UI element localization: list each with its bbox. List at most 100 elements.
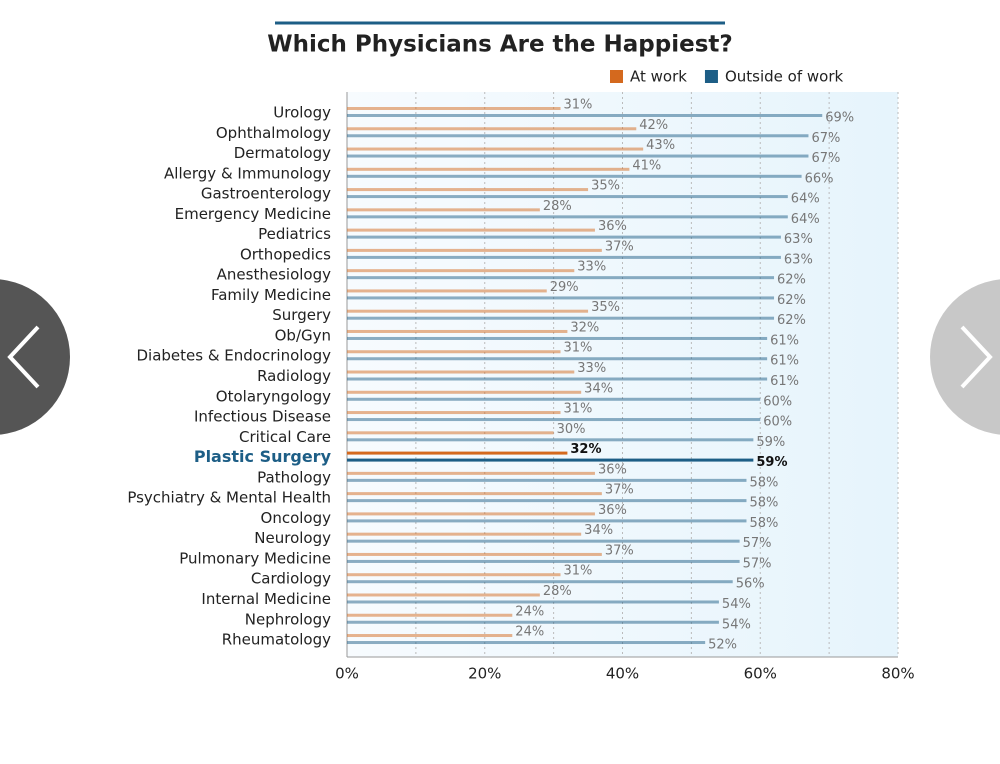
- bar: [347, 336, 768, 340]
- x-tick-label: 40%: [606, 665, 639, 683]
- bar: [347, 397, 761, 401]
- bar: [347, 276, 775, 280]
- bar: [347, 499, 747, 503]
- chart-title: Which Physicians Are the Happiest?: [267, 32, 732, 58]
- y-tick-label: Surgery: [272, 306, 331, 324]
- value-label: 35%: [591, 300, 620, 315]
- y-tick-label: Psychiatry & Mental Health: [127, 489, 331, 507]
- value-label: 67%: [811, 131, 840, 146]
- bar: [347, 228, 595, 232]
- bar: [347, 329, 568, 333]
- value-label: 57%: [743, 556, 772, 571]
- value-label: 34%: [584, 523, 613, 538]
- bar: [347, 195, 788, 199]
- value-label: 58%: [749, 496, 778, 511]
- legend: At work Outside of work: [610, 68, 843, 86]
- value-label: 69%: [825, 111, 854, 126]
- bar: [347, 613, 513, 617]
- value-label: 61%: [770, 333, 799, 348]
- value-label: 59%: [756, 455, 787, 470]
- value-label: 64%: [791, 212, 820, 227]
- bar: [347, 641, 706, 645]
- y-tick-label: Pediatrics: [258, 225, 331, 243]
- bar: [347, 127, 637, 131]
- value-label: 24%: [515, 604, 544, 619]
- bar: [347, 296, 775, 300]
- value-label: 60%: [763, 415, 792, 430]
- bar: [347, 418, 761, 422]
- x-tick-label: 80%: [881, 665, 914, 683]
- value-label: 24%: [515, 625, 544, 640]
- y-tick-label: Radiology: [257, 367, 331, 385]
- bar: [347, 289, 547, 293]
- value-label: 33%: [577, 260, 606, 275]
- value-label: 52%: [708, 638, 737, 653]
- prev-button[interactable]: [0, 279, 70, 435]
- value-label: 62%: [777, 313, 806, 328]
- value-label: 61%: [770, 374, 799, 389]
- value-label: 59%: [756, 435, 785, 450]
- bar: [347, 235, 781, 239]
- value-label: 58%: [749, 475, 778, 490]
- bar: [347, 492, 602, 496]
- legend-swatch: [610, 70, 623, 83]
- bar: [347, 255, 781, 259]
- value-label: 64%: [791, 192, 820, 207]
- legend-label: Outside of work: [725, 68, 844, 86]
- value-label: 31%: [564, 341, 593, 356]
- value-label: 61%: [770, 354, 799, 369]
- bar: [347, 147, 644, 151]
- bar: [347, 309, 589, 313]
- y-tick-label: Family Medicine: [211, 286, 331, 304]
- y-tick-label: Anesthesiology: [217, 266, 331, 284]
- bar: [347, 114, 823, 117]
- bar: [347, 154, 809, 158]
- y-tick-label: Oncology: [261, 509, 332, 527]
- bar: [347, 248, 602, 252]
- legend-swatch: [704, 70, 718, 83]
- bar: [347, 600, 719, 604]
- bar: [347, 620, 719, 624]
- y-tick-label: Internal Medicine: [201, 590, 331, 608]
- bar: [347, 215, 788, 219]
- value-label: 32%: [570, 320, 599, 335]
- next-circle[interactable]: [930, 279, 1000, 435]
- value-label: 67%: [811, 151, 840, 166]
- bar: [347, 357, 768, 361]
- y-tick-label: Pulmonary Medicine: [179, 549, 331, 567]
- y-tick-label: Cardiology: [251, 570, 331, 588]
- bar: [347, 350, 561, 354]
- y-tick-label: Urology: [273, 104, 331, 122]
- prev-chevron[interactable]: [7, 325, 40, 389]
- value-label: 36%: [598, 219, 627, 234]
- value-label: 29%: [550, 280, 579, 295]
- y-tick-label: Plastic Surgery: [194, 447, 332, 466]
- value-label: 28%: [543, 584, 572, 599]
- value-label: 37%: [605, 239, 634, 254]
- bar: [347, 188, 589, 192]
- y-tick-label: Rheumatology: [222, 631, 331, 649]
- bar: [347, 539, 740, 543]
- y-tick-label: Allergy & Immunology: [164, 164, 331, 182]
- y-tick-label: Orthopedics: [240, 245, 331, 263]
- bar: [347, 377, 768, 381]
- value-label: 41%: [632, 158, 661, 173]
- bar: [347, 411, 561, 415]
- y-tick-label: Neurology: [254, 529, 331, 547]
- value-label: 63%: [784, 252, 813, 267]
- value-label: 34%: [584, 381, 613, 396]
- bar: [347, 532, 582, 536]
- bar: [347, 316, 775, 320]
- value-label: 54%: [722, 597, 751, 612]
- bar: [347, 573, 561, 577]
- value-label: 33%: [577, 361, 606, 376]
- y-tick-label: Gastroenterology: [201, 185, 331, 203]
- value-label: 62%: [777, 273, 806, 288]
- next-chevron[interactable]: [960, 325, 993, 389]
- prev-circle[interactable]: [0, 279, 70, 435]
- next-button[interactable]: [930, 279, 1000, 435]
- y-tick-label: Dermatology: [234, 144, 331, 162]
- x-tick-label: 0%: [335, 665, 359, 683]
